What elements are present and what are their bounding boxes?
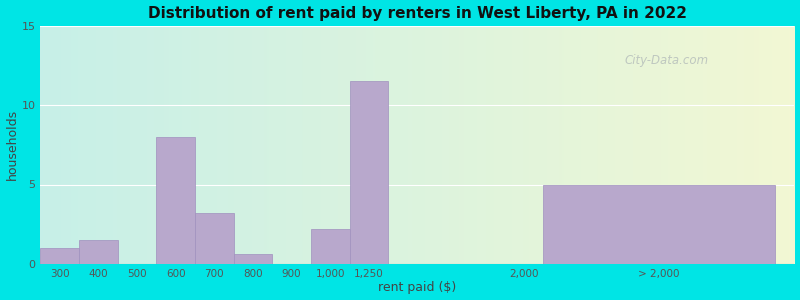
Bar — [234, 254, 272, 264]
Bar — [311, 229, 350, 264]
Bar — [195, 213, 234, 264]
Title: Distribution of rent paid by renters in West Liberty, PA in 2022: Distribution of rent paid by renters in … — [148, 6, 687, 21]
Bar — [543, 184, 775, 264]
Bar — [350, 81, 388, 264]
Text: City-Data.com: City-Data.com — [624, 54, 708, 68]
X-axis label: rent paid ($): rent paid ($) — [378, 281, 457, 294]
Bar — [79, 240, 118, 264]
Y-axis label: households: households — [6, 109, 18, 180]
Bar — [40, 248, 79, 264]
Bar — [156, 137, 195, 264]
